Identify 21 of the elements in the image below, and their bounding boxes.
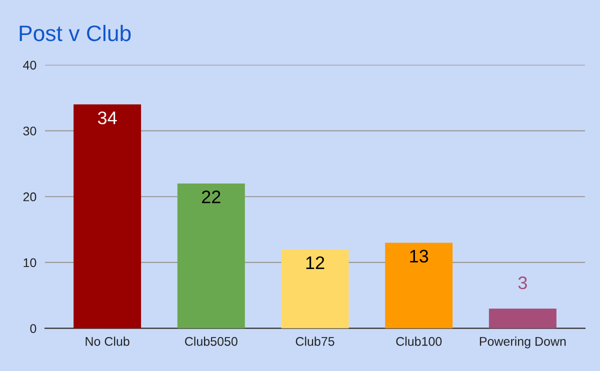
- x-tick-label: Club5050: [185, 336, 238, 346]
- x-tick-label: No Club: [86, 336, 130, 346]
- data-label: 34: [98, 112, 117, 124]
- y-tick-label: 40: [23, 60, 36, 70]
- y-tick-label: 0: [30, 324, 36, 333]
- data-label: 3: [518, 276, 527, 290]
- y-tick-label: 10: [24, 258, 36, 268]
- x-tick-label: Club75: [296, 336, 334, 346]
- data-label: 13: [410, 250, 428, 263]
- bar: [177, 183, 245, 328]
- data-label: 22: [202, 190, 220, 204]
- y-tick-label: 30: [23, 126, 36, 136]
- bar: [74, 104, 142, 328]
- bar: [385, 242, 453, 328]
- x-tick-label: Club100: [396, 336, 442, 346]
- bar: [281, 249, 349, 328]
- x-tick-label: Powering Down: [480, 336, 566, 348]
- bar: [488, 308, 556, 328]
- chart-title: Post v Club: [20, 24, 131, 42]
- data-label: 12: [306, 256, 324, 269]
- y-tick-label: 20: [23, 192, 36, 202]
